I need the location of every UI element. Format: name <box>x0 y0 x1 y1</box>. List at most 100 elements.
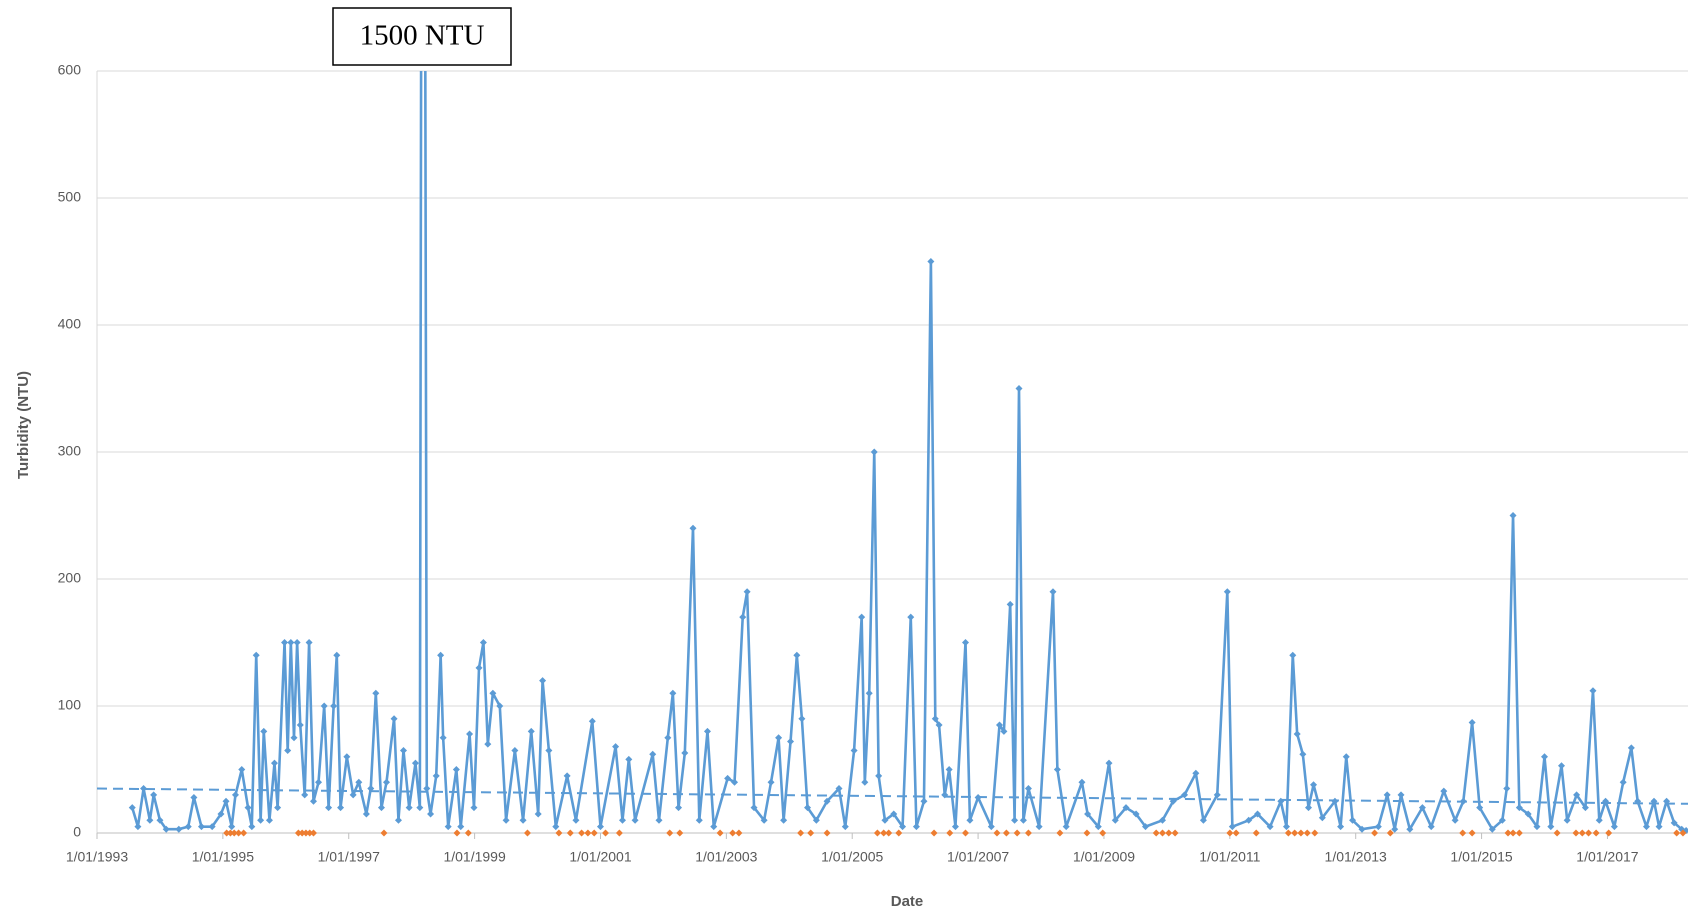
point <box>1451 816 1459 824</box>
point <box>1000 727 1008 735</box>
point <box>1015 385 1023 392</box>
point <box>217 810 225 818</box>
point <box>1252 829 1260 837</box>
point <box>1199 816 1207 824</box>
point <box>1299 750 1307 758</box>
point <box>534 810 542 818</box>
point <box>1318 814 1326 822</box>
point <box>390 715 398 723</box>
point <box>305 639 313 646</box>
point <box>1011 816 1019 824</box>
point <box>1342 753 1350 761</box>
point <box>1476 804 1484 812</box>
point <box>416 804 424 812</box>
point <box>411 759 419 767</box>
point <box>1533 823 1541 831</box>
point <box>941 791 949 799</box>
point <box>248 823 256 831</box>
point <box>362 810 370 818</box>
point <box>572 816 580 824</box>
point <box>767 778 775 786</box>
point <box>1578 829 1586 837</box>
point <box>140 785 148 793</box>
point <box>951 823 959 831</box>
point <box>823 797 831 805</box>
point <box>294 829 302 837</box>
point <box>1610 823 1618 831</box>
point <box>552 823 560 831</box>
point <box>162 825 170 833</box>
x-tick-label: 1/01/1995 <box>192 849 254 865</box>
x-tick-label: 1/01/1997 <box>318 849 380 865</box>
y-axis-title: Turbidity (NTU) <box>15 371 32 479</box>
point <box>625 755 633 763</box>
point <box>309 829 317 837</box>
point <box>1232 829 1240 837</box>
point <box>274 804 282 812</box>
y-tick-label: 300 <box>58 443 82 459</box>
point <box>1670 819 1678 827</box>
point <box>716 829 724 837</box>
point <box>1024 829 1032 837</box>
point <box>1035 823 1043 831</box>
point <box>1165 829 1173 837</box>
point <box>244 804 252 812</box>
point <box>966 816 974 824</box>
point <box>930 829 938 837</box>
point <box>1524 810 1532 818</box>
point <box>1459 829 1467 837</box>
point <box>222 797 230 805</box>
point <box>895 829 903 837</box>
point <box>523 829 531 837</box>
point <box>780 816 788 824</box>
point <box>807 829 815 837</box>
point <box>405 804 413 812</box>
point <box>1585 829 1593 837</box>
point <box>920 797 928 805</box>
point <box>337 804 345 812</box>
point <box>228 823 236 831</box>
point <box>793 651 801 659</box>
point <box>890 810 898 818</box>
point <box>750 804 758 812</box>
point <box>1245 816 1253 824</box>
grid <box>96 70 1688 839</box>
point <box>1293 730 1301 738</box>
point <box>1605 829 1613 837</box>
point <box>1602 797 1610 805</box>
y-tick-label: 100 <box>58 697 82 713</box>
point <box>1595 816 1603 824</box>
point <box>452 766 460 773</box>
y-tick-label: 200 <box>58 570 82 586</box>
point <box>470 804 478 812</box>
point <box>935 721 943 729</box>
point <box>612 743 620 751</box>
point <box>1105 759 1113 767</box>
point <box>146 816 154 824</box>
point <box>1083 829 1091 837</box>
point <box>675 804 683 812</box>
x-tick-label: 1/01/2001 <box>569 849 631 865</box>
point <box>619 816 627 824</box>
point <box>676 829 684 837</box>
point <box>797 829 805 837</box>
point <box>320 702 328 710</box>
point <box>1132 810 1140 818</box>
point <box>231 791 239 799</box>
point <box>1053 766 1061 773</box>
point <box>1152 829 1160 837</box>
point <box>1427 823 1435 831</box>
point <box>372 689 380 697</box>
point <box>380 829 388 837</box>
point <box>1418 804 1426 812</box>
plot-area <box>97 71 1688 837</box>
point <box>330 702 338 710</box>
x-tick-label: 1/01/2017 <box>1576 849 1638 865</box>
point <box>1679 829 1687 837</box>
point <box>880 829 888 837</box>
point <box>128 804 136 812</box>
point <box>865 689 873 697</box>
point <box>1573 791 1581 799</box>
point <box>858 613 866 621</box>
